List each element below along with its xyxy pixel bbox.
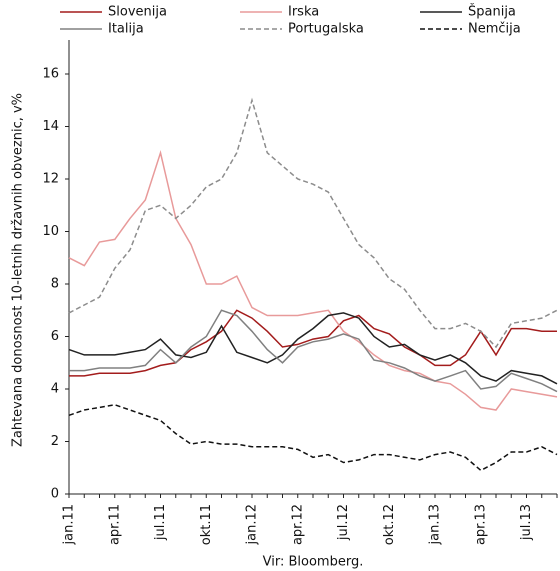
x-tick-label: okt.12 (382, 504, 397, 545)
x-tick-label: jan.12 (245, 504, 260, 546)
legend-label: Irska (288, 5, 319, 20)
x-tick-label: jul.11 (153, 504, 168, 541)
series-line (68, 312, 558, 385)
y-tick-label: 10 (42, 224, 59, 239)
y-tick-label: 12 (42, 172, 59, 187)
series-line (68, 97, 558, 349)
series-line (68, 149, 558, 411)
series-line (68, 404, 558, 472)
y-tick-label: 14 (42, 119, 59, 134)
legend-label: Portugalska (288, 22, 364, 37)
x-tick-label: apr.12 (290, 504, 305, 545)
legend-label: Slovenija (108, 5, 167, 20)
x-tick-label: okt.11 (199, 504, 214, 545)
y-tick-label: 4 (51, 382, 59, 397)
x-tick-label: jan.13 (428, 504, 443, 546)
x-tick-label: jan.11 (62, 504, 77, 546)
y-tick-label: 2 (51, 434, 59, 449)
legend-label: Nemčija (468, 22, 521, 37)
y-tick-label: 16 (42, 67, 59, 82)
x-tick-label: apr.11 (107, 504, 122, 545)
y-tick-label: 8 (51, 277, 59, 292)
y-axis-label: Zahtevana donosnost 10-letnih državnih o… (11, 93, 26, 447)
y-tick-label: 6 (51, 329, 59, 344)
series-line (69, 309, 557, 377)
legend-label: Španija (468, 4, 516, 20)
x-axis-label: Vir: Bloomberg. (263, 555, 364, 570)
y-tick-label: 0 (51, 487, 59, 502)
x-tick-label: jul.13 (519, 504, 534, 541)
x-tick-label: jul.12 (336, 504, 351, 541)
legend-label: Italija (108, 22, 144, 37)
x-tick-label: apr.13 (473, 504, 488, 545)
series-line (69, 309, 558, 393)
